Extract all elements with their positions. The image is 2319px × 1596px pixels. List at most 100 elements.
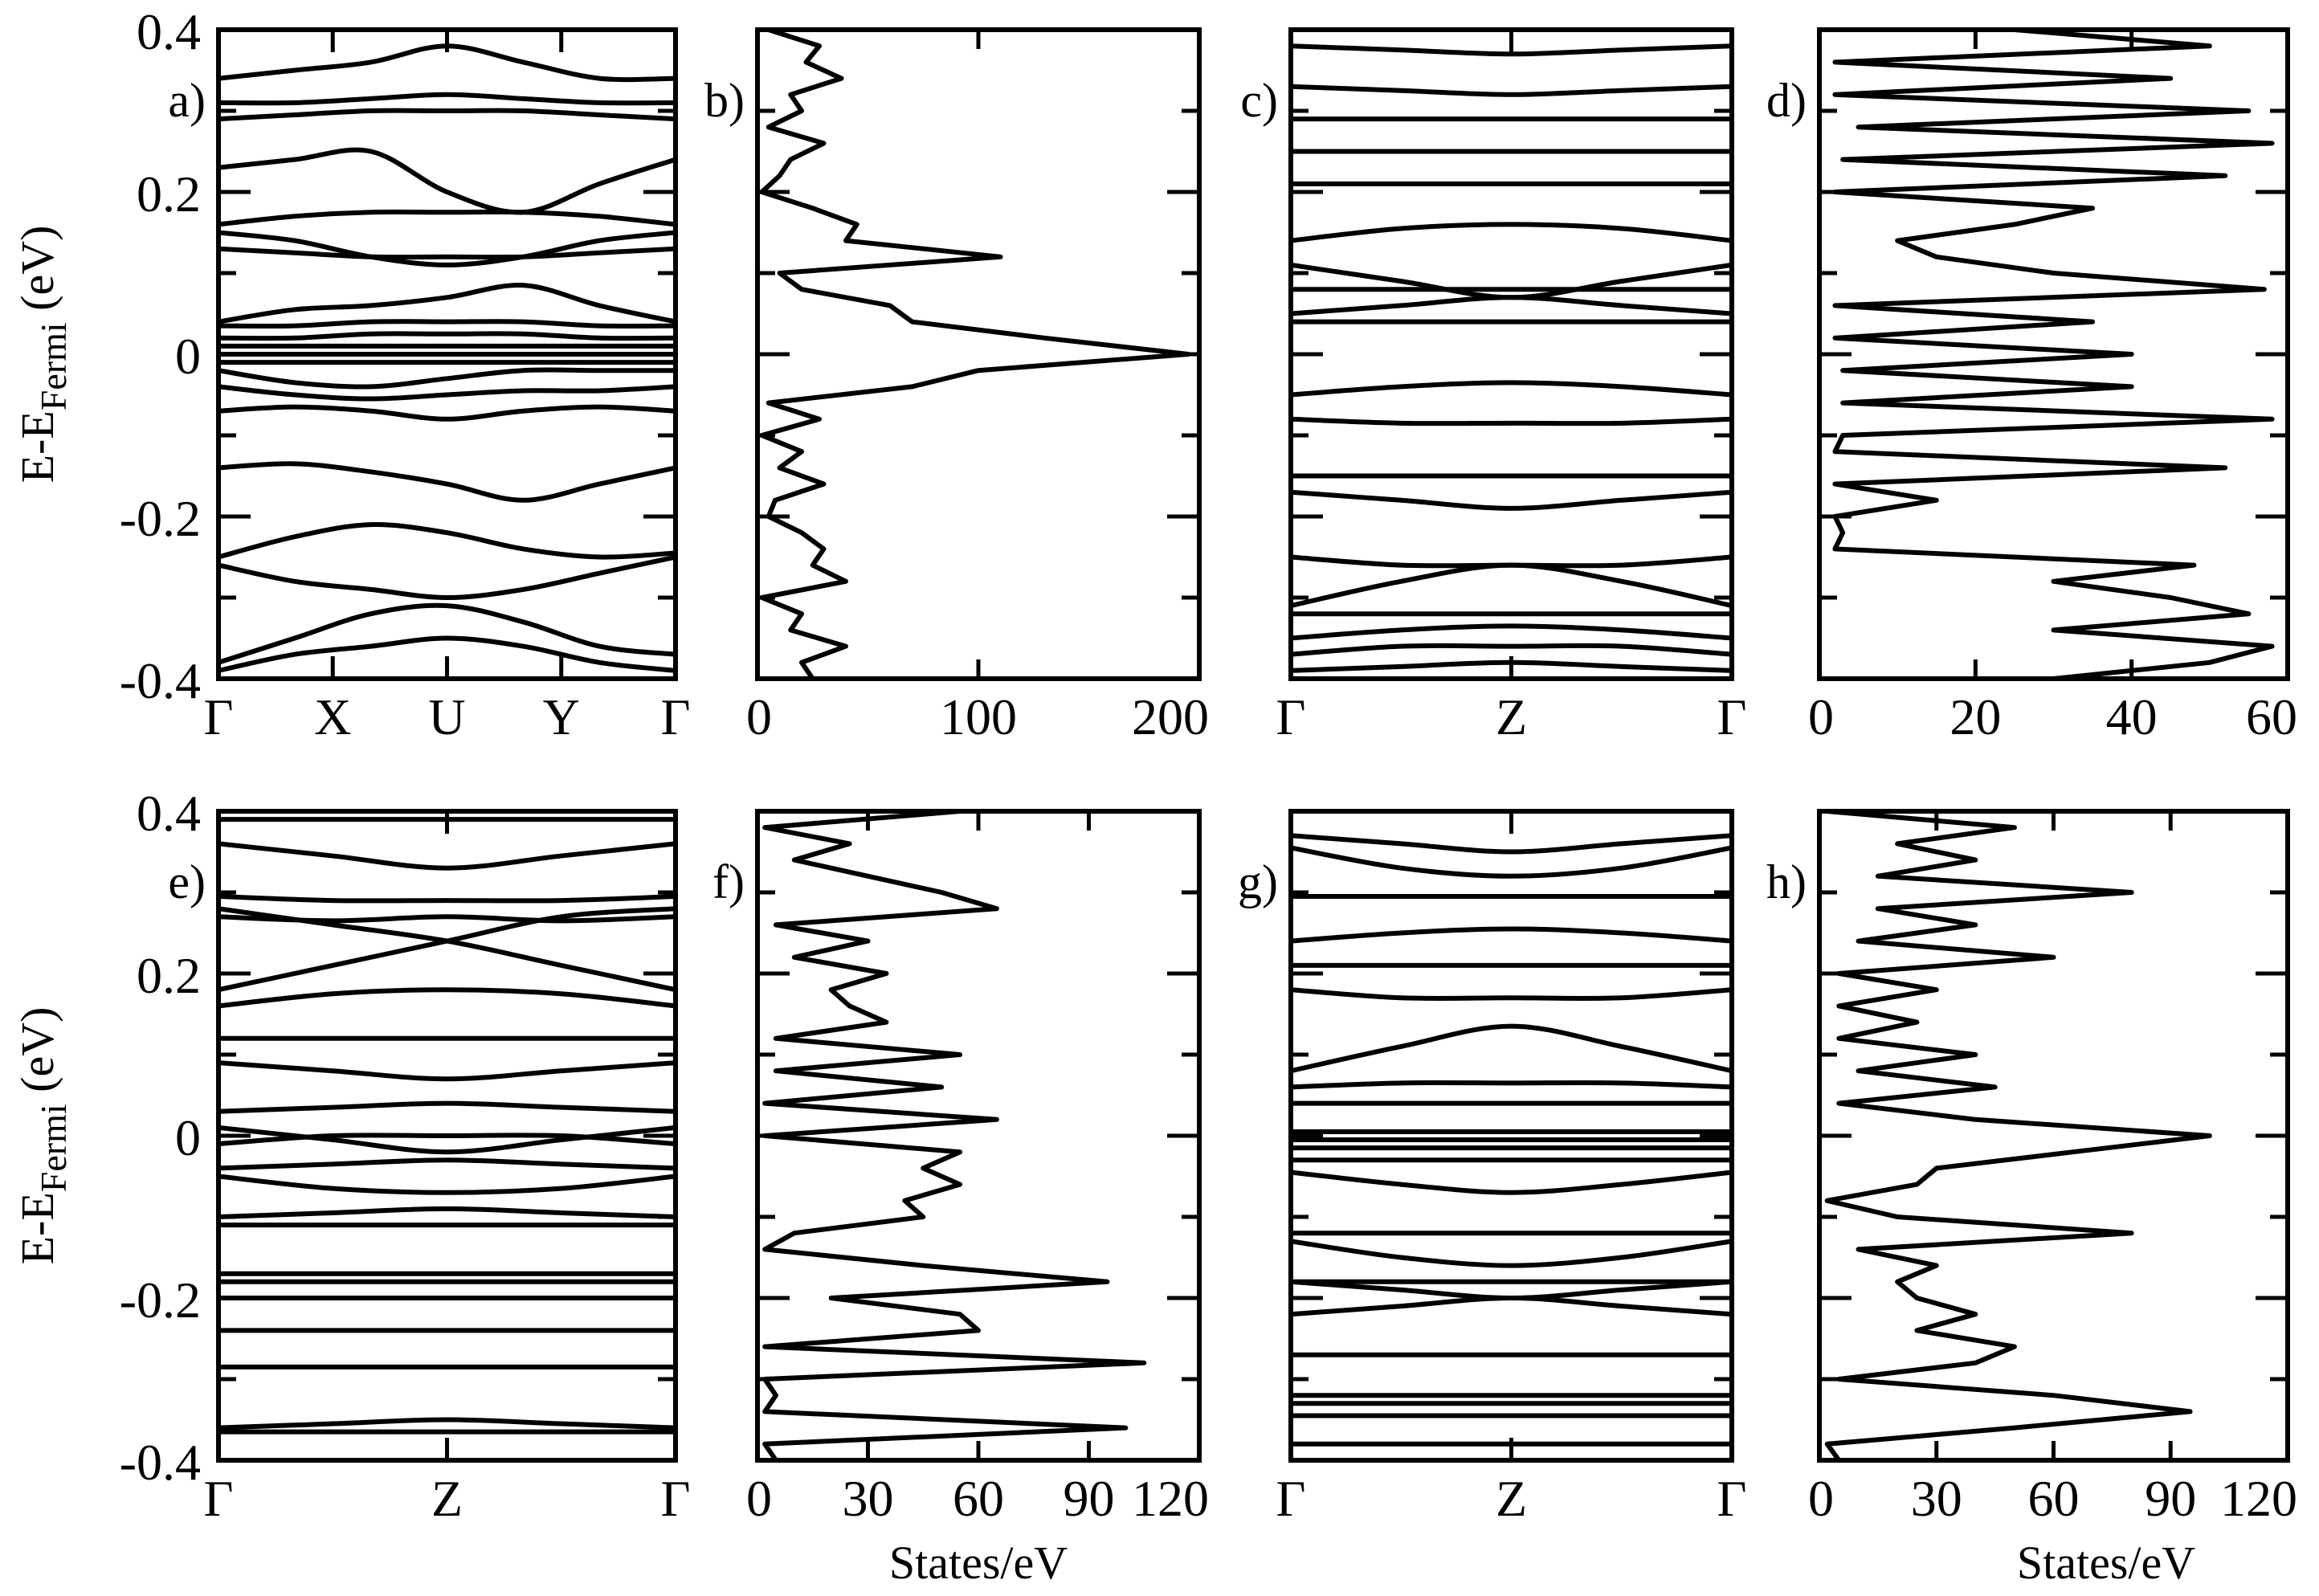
band-line [1291,1080,1732,1090]
panel-c: Γ Z Γc) [1240,27,1747,745]
k-point-label: Γ [661,688,691,745]
dos-curve [1824,811,2212,1460]
band-line [218,209,676,227]
panel-label: d) [1766,74,1807,127]
band-line [218,1417,676,1431]
plot-area [1824,811,2212,1460]
dos-x-axis-title: States/eV [2017,1537,2195,1589]
k-point-label: Γ [1276,688,1306,745]
x-tick-label: 200 [1132,688,1209,745]
x-tick-label: 90 [1064,1470,1115,1527]
k-point-label: Γ [1717,1470,1747,1527]
band-line [218,906,676,993]
band-line [1291,222,1732,243]
y-tick-label: 0.4 [137,785,201,842]
x-tick-label: 120 [2220,1470,2297,1527]
band-line [218,1174,676,1195]
band-line [218,894,676,904]
k-point-label: Γ [661,1470,691,1527]
k-point-label: Γ [1717,688,1747,745]
band-line [1291,416,1732,427]
band-line [1291,926,1732,944]
band-line [218,147,676,215]
dos-curve [762,811,1147,1460]
plot-area [762,811,1147,1460]
band-line [218,1060,676,1082]
y-tick-label: -0.4 [120,1434,201,1491]
band-line [218,1157,676,1171]
x-tick-label: 100 [940,688,1017,745]
plot-frame [1288,27,1734,681]
band-line [1291,43,1732,57]
panel-h: 0 30 60 90 120 h) [1766,809,2297,1527]
band-line [1291,489,1732,511]
x-tick-label: 60 [2246,688,2297,745]
k-point-label: Γ [204,1470,234,1527]
y-tick-label: 0.4 [137,3,201,60]
band-line [218,230,676,267]
band-line [218,404,676,422]
band-line [1291,1169,1732,1195]
plot-frame [1817,27,2290,681]
x-tick-label: 60 [953,1470,1004,1527]
band-line [1291,845,1732,879]
x-tick-label: 60 [2028,1470,2080,1527]
dos-x-axis-title: States/eV [889,1537,1068,1589]
band-line [1291,562,1732,609]
x-tick-label: 30 [843,1470,894,1527]
band-line [218,1100,676,1114]
x-tick-label: 0 [1808,1470,1834,1527]
panel-d: 0 20 40 60 d) [1766,27,2297,745]
y-tick-label: -0.2 [120,1271,201,1329]
band-line [218,461,676,503]
band-line [218,602,676,665]
x-tick-label: 120 [1132,1470,1209,1527]
y-axis-title-top: E-EFermi (eV) [11,226,74,484]
panel-e: Γ Z Γe) [168,809,691,1527]
band-line [1291,1296,1732,1317]
band-line [218,384,676,402]
k-point-label: Z [431,1470,463,1527]
y-tick-label: 0.2 [137,947,201,1004]
band-line [1291,1239,1732,1268]
panel-b: 0 100 200 b) [704,27,1209,745]
panel-label: g) [1238,855,1278,908]
band-line [218,367,676,390]
band-line [1291,262,1732,300]
dos-curve [1832,30,2275,679]
band-line [1291,987,1732,1002]
x-tick-label: 0 [746,1470,772,1527]
x-tick-label: 90 [2145,1470,2196,1527]
band-line [218,108,676,122]
band-line [218,841,676,871]
panel-label: f) [712,855,745,908]
k-point-label: X [314,688,351,745]
band-line [218,522,676,560]
band-line [1291,380,1732,398]
k-point-label: Z [1496,688,1527,745]
band-line [218,283,676,325]
band-line [218,319,676,329]
band-line [218,331,676,341]
panels-layer: Γ X U Y Γa) 0 100 200 b) Γ Z Γc) 0 20 40 60 d) Γ Z Γe) 0 30 60… [168,27,2297,1527]
y-tick-label: -0.4 [120,652,201,709]
band-line [218,635,676,673]
band-line [1291,833,1732,855]
panel-g: Γ Z Γg) [1238,809,1747,1527]
k-point-label: Γ [204,688,234,745]
k-point-label: Y [543,688,580,745]
plot-frame [216,27,678,681]
plot-frame [1288,809,1734,1463]
band-line [218,987,676,1009]
panel-label: c) [1240,74,1278,127]
plot-frame [755,27,1202,681]
plot-area [218,43,676,673]
x-tick-label: 20 [1950,688,2001,745]
plot-area [759,30,1191,679]
band-line [1291,295,1732,316]
panel-f: 0 30 60 90 120 f) [712,809,1209,1527]
y-tick-label: -0.2 [120,490,201,547]
x-tick-label: 0 [1808,688,1834,745]
k-point-label: Γ [1276,1470,1306,1527]
